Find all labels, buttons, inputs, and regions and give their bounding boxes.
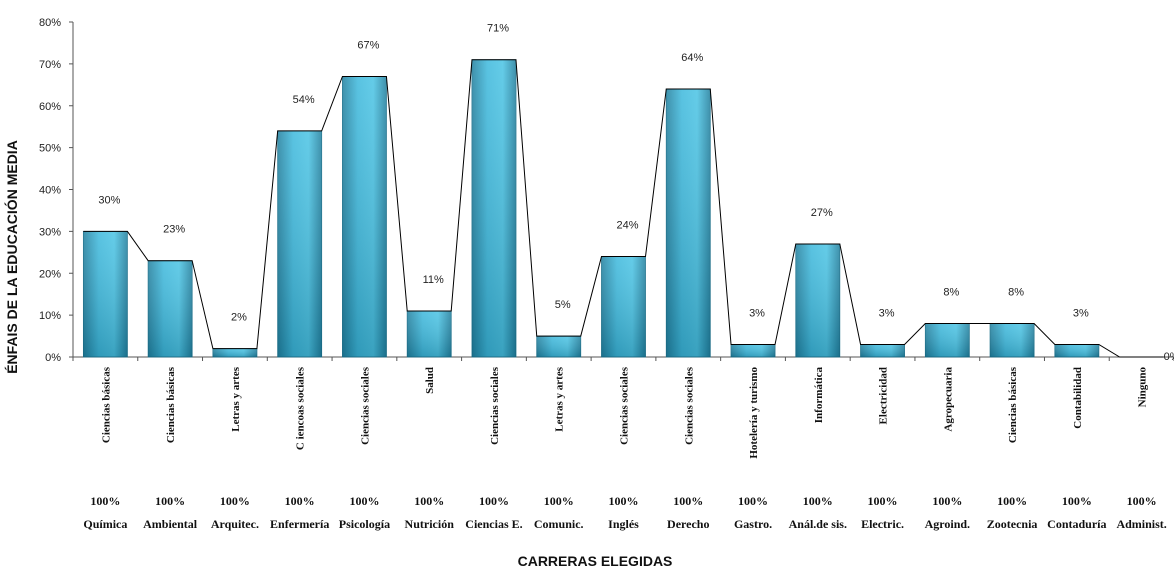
career-cell: Nutrición	[405, 517, 455, 531]
percent-cell: 100%	[220, 494, 250, 508]
data-label: 64%	[681, 52, 703, 64]
y-tick-label: 80%	[39, 17, 61, 29]
percent-cell: 100%	[544, 494, 574, 508]
category-label: Ciencias sociales	[489, 366, 501, 445]
career-cell: Ambiental	[143, 517, 198, 531]
career-cell: Psicología	[339, 517, 390, 531]
career-cell: Inglés	[608, 517, 639, 531]
y-tick-label: 30%	[39, 226, 61, 238]
data-label: 0%	[1164, 351, 1174, 363]
data-label: 8%	[943, 287, 959, 299]
percent-cell: 100%	[997, 494, 1027, 508]
connecting-line	[83, 59, 1164, 358]
career-cell: Derecho	[667, 517, 709, 531]
data-label: 8%	[1008, 287, 1024, 299]
x-axis-title: CARRERAS ELEGIDAS	[518, 553, 673, 569]
category-label: Ciencias básicas	[165, 366, 177, 443]
category-label: C iencoas sociales	[295, 366, 307, 450]
bar-shade	[990, 323, 1035, 357]
y-tick-label: 40%	[39, 185, 61, 197]
percent-cell: 100%	[1062, 494, 1092, 508]
category-label: Salud	[424, 367, 436, 394]
data-label: 11%	[423, 274, 444, 286]
bar-shade	[731, 344, 776, 357]
category-label: Contabilidad	[1072, 367, 1084, 429]
percent-cell: 100%	[90, 494, 120, 508]
category-label: Informática	[813, 367, 825, 424]
y-tick-label: 0%	[45, 352, 61, 364]
category-label: Ciencias sociales	[683, 366, 695, 445]
bar-shade	[407, 310, 452, 357]
bar-shade	[925, 323, 970, 357]
career-cell: Gastro.	[734, 517, 772, 531]
percent-cell: 100%	[349, 494, 379, 508]
bar-shade	[148, 260, 193, 357]
percent-cell: 100%	[285, 494, 315, 508]
percent-cell: 100%	[738, 494, 768, 508]
category-label: Hotelería y turismo	[748, 367, 760, 459]
bar-shade	[277, 130, 322, 357]
data-label: 30%	[98, 194, 120, 206]
category-label: Ciencias sociales	[359, 366, 371, 445]
bar-shade	[1054, 344, 1099, 357]
y-axis-title: ÉNFAIS DE LA EDUCACIÓN MEDIA	[3, 140, 20, 374]
percent-cell: 100%	[1127, 494, 1157, 508]
bar-shade	[83, 231, 128, 357]
bar-shade	[860, 344, 905, 357]
bar-shade	[795, 243, 840, 357]
data-label: 67%	[357, 39, 379, 51]
career-cell: Ciencias E.	[465, 517, 522, 531]
data-label: 3%	[749, 307, 765, 319]
category-label: Ciencias básicas	[1007, 366, 1019, 443]
percent-cell: 100%	[803, 494, 833, 508]
data-label: 23%	[163, 224, 185, 236]
bar-shade	[342, 76, 387, 357]
career-cell: Electric.	[861, 517, 904, 531]
y-tick-label: 10%	[39, 310, 61, 322]
career-cell: Comunic.	[534, 517, 584, 531]
category-label: Electricidad	[878, 367, 890, 424]
bar-shade	[536, 336, 581, 357]
category-label: Letras y artes	[230, 366, 242, 431]
career-cell: Contaduría	[1047, 517, 1106, 531]
career-cell: Anál.de sis.	[789, 517, 847, 531]
bar-shade	[212, 348, 257, 357]
data-label: 3%	[879, 307, 895, 319]
category-label: Ninguno	[1137, 367, 1149, 408]
data-label: 3%	[1073, 307, 1089, 319]
percent-cell: 100%	[155, 494, 185, 508]
data-label: 24%	[616, 220, 638, 232]
category-label: Agropecuaria	[942, 367, 954, 432]
percent-cell: 100%	[609, 494, 639, 508]
data-label: 5%	[555, 299, 571, 311]
data-label: 54%	[293, 94, 315, 106]
bar-shade	[471, 59, 516, 357]
career-cell: Enfermería	[270, 517, 329, 531]
career-cell: Agroind.	[925, 517, 970, 531]
data-label: 27%	[811, 207, 833, 219]
percent-cell: 100%	[673, 494, 703, 508]
data-label: 2%	[231, 312, 247, 324]
y-tick-label: 70%	[39, 59, 61, 71]
percent-cell: 100%	[868, 494, 898, 508]
percent-cell: 100%	[414, 494, 444, 508]
y-tick-label: 60%	[39, 101, 61, 113]
career-cell: Administ.	[1116, 517, 1166, 531]
percent-cell: 100%	[479, 494, 509, 508]
data-label: 71%	[487, 23, 509, 35]
career-cell: Zootecnia	[987, 517, 1038, 531]
category-label: Ciencias básicas	[100, 366, 112, 443]
percent-cell: 100%	[932, 494, 962, 508]
career-cell: Química	[83, 517, 127, 531]
y-tick-label: 20%	[39, 268, 61, 280]
bar-shade	[601, 256, 646, 357]
category-label: Letras y artes	[554, 366, 566, 431]
category-label: Ciencias sociales	[619, 366, 631, 445]
y-tick-label: 50%	[39, 143, 61, 155]
bar-shade	[666, 89, 711, 357]
career-cell: Arquitec.	[211, 517, 259, 531]
